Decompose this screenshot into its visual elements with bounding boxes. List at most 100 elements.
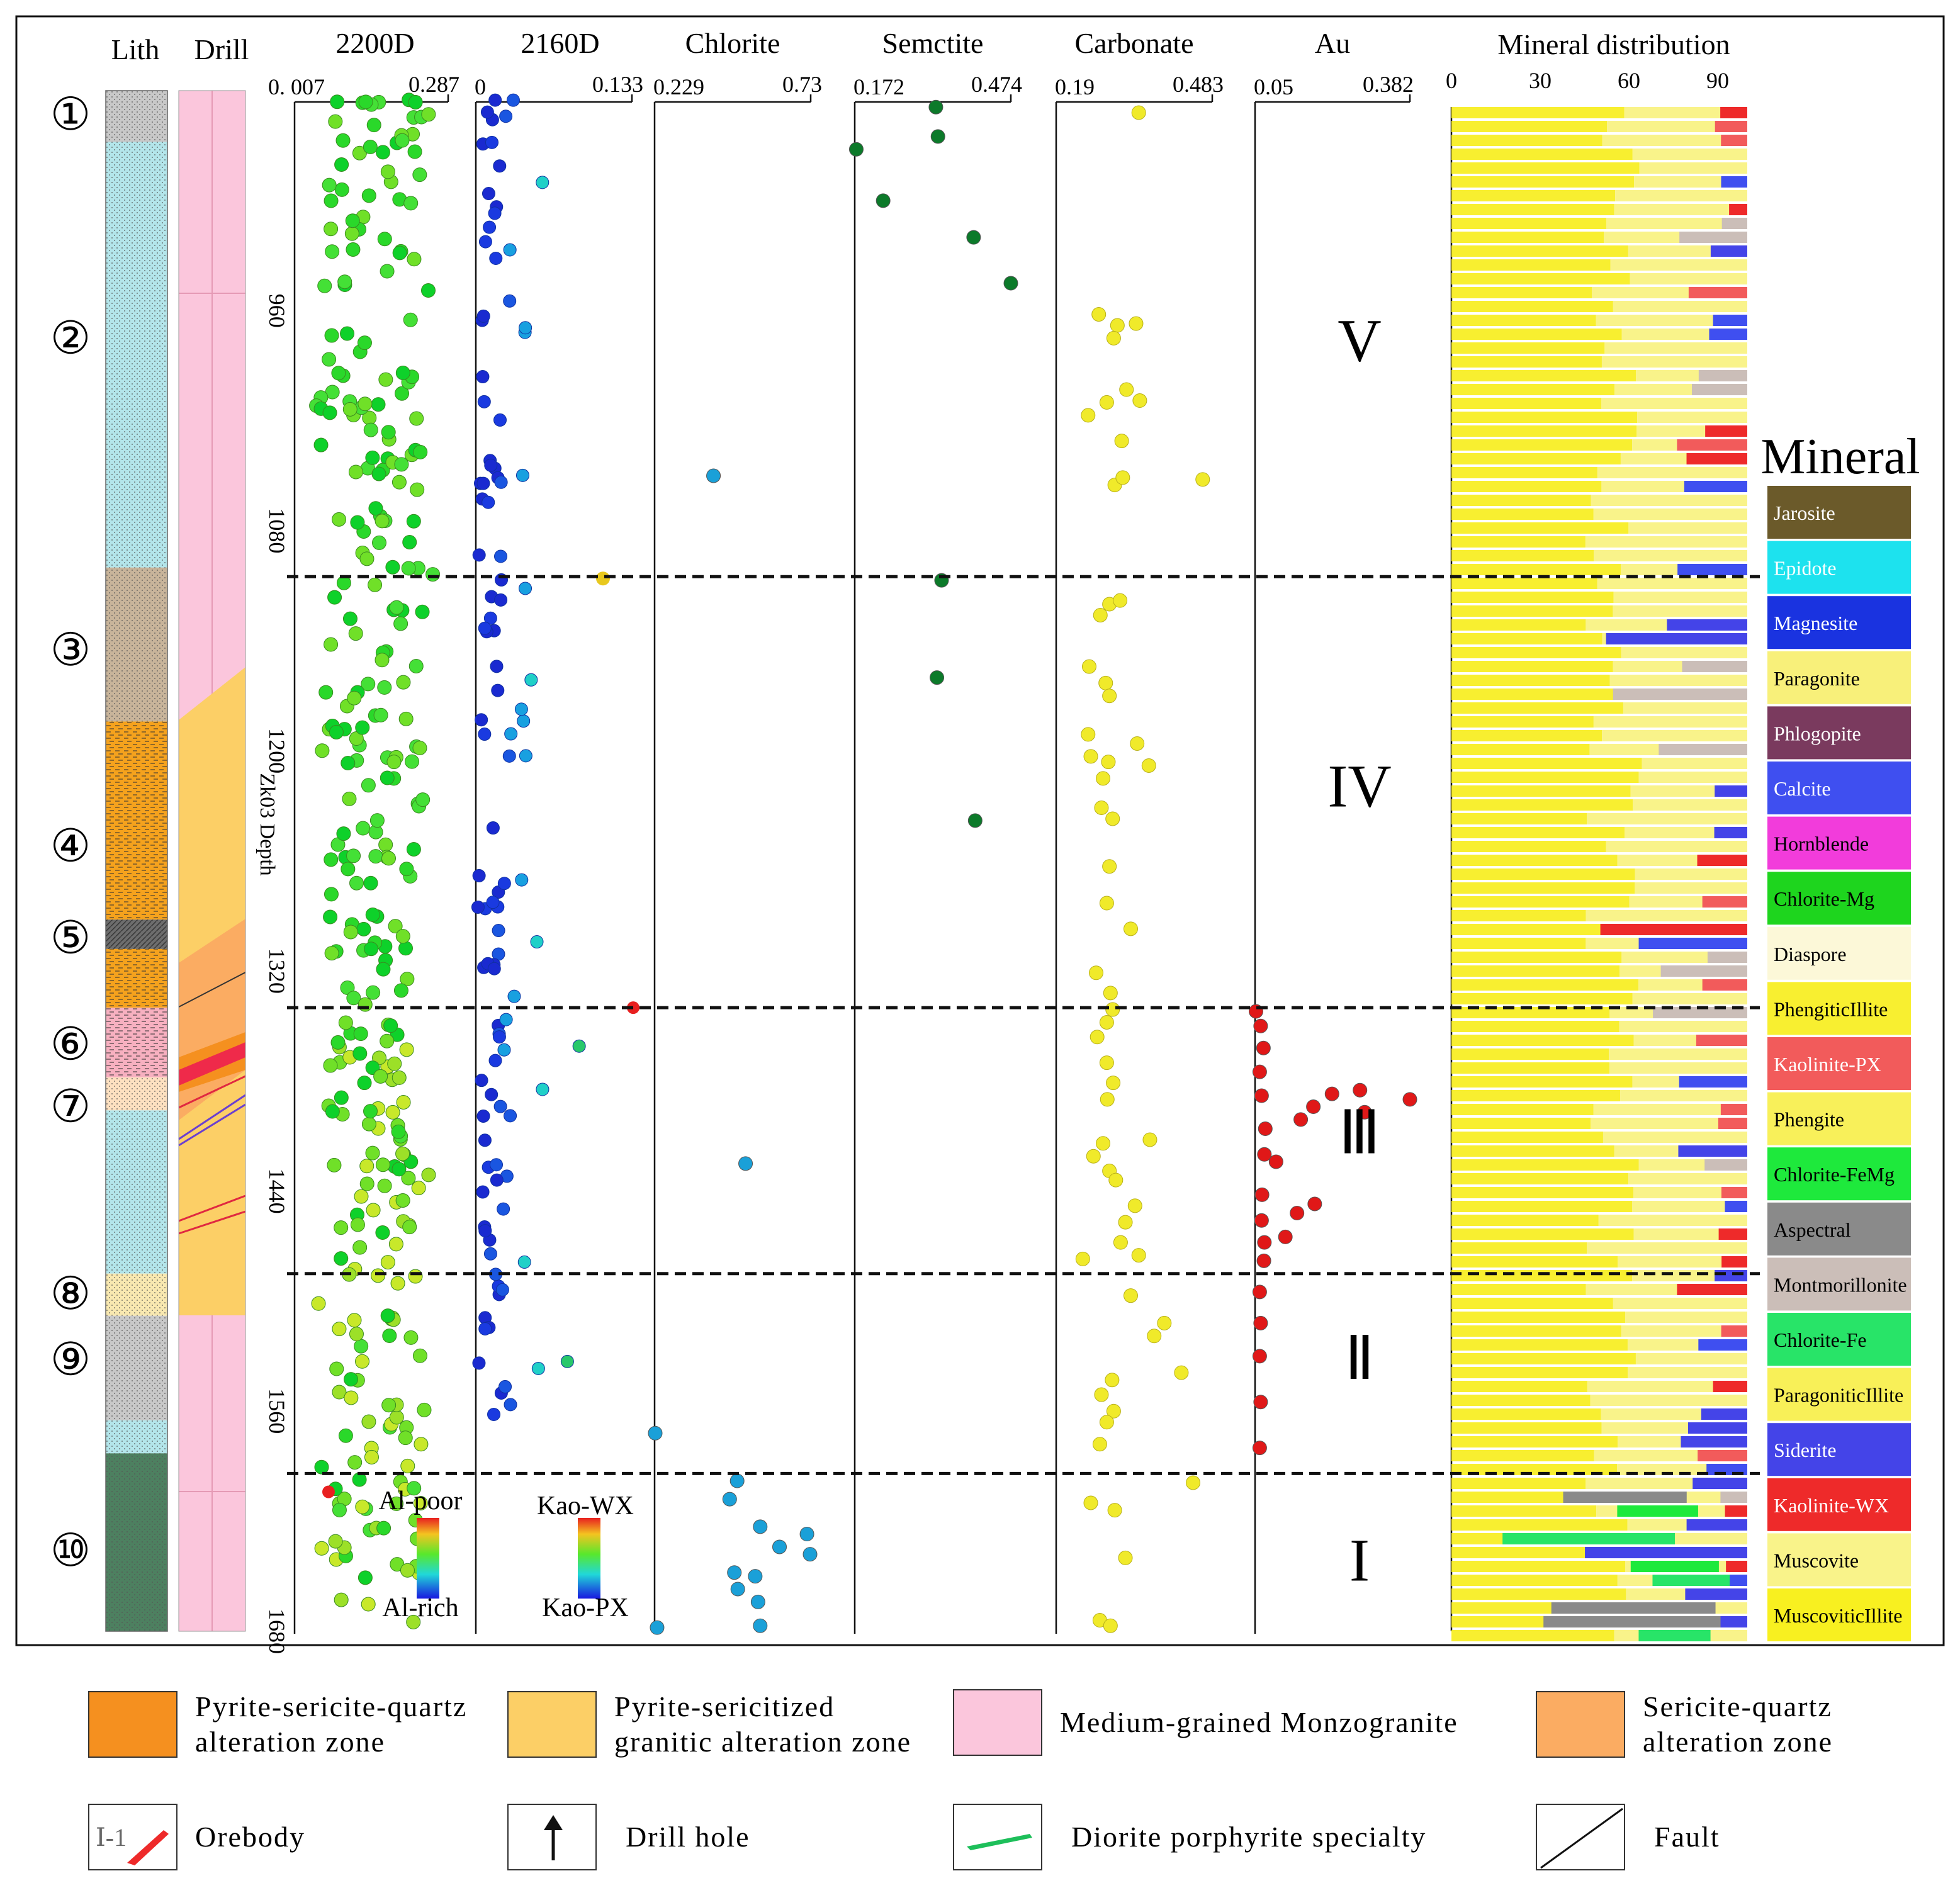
mineral-bar-segment: [1451, 979, 1638, 991]
au-point: [1253, 1395, 1268, 1410]
2160D-point: [488, 93, 502, 107]
track-max-label: 0.382: [1363, 72, 1414, 97]
mineral-bar-segment: [1451, 592, 1614, 603]
2200D-point: [350, 515, 365, 530]
au-point: [1402, 1092, 1417, 1107]
figure-legend: Pyrite-sericite-quartz alteration zone P…: [0, 1661, 1960, 1883]
lith-pattern: [106, 1110, 167, 1274]
mineral-bar-segment: [1697, 855, 1747, 866]
carbonate-point: [1118, 1550, 1133, 1565]
mineral-bar-segment: [1652, 1575, 1730, 1586]
chlorite-point: [753, 1519, 768, 1534]
2200D-point: [329, 724, 344, 739]
mineral-bar-segment: [1451, 1007, 1610, 1018]
mineral-legend-label: Chlorite-FeMg: [1774, 1163, 1895, 1186]
mineral-legend-swatch: [1767, 486, 1911, 539]
2200D-point: [342, 402, 358, 417]
unit-label: ⑩: [50, 1526, 91, 1576]
2160D-point: [482, 187, 495, 201]
mineral-bar-segment: [1451, 218, 1606, 229]
mineral-bar-segment: [1451, 509, 1594, 520]
mineral-legend-label: Aspectral: [1774, 1218, 1851, 1241]
chlorite-point: [722, 1492, 737, 1507]
2160D-point: [503, 243, 517, 257]
mineral-legend-swatch: [1767, 926, 1911, 980]
2200D-point: [376, 1520, 391, 1536]
mineral-bar-segment: [1679, 232, 1747, 243]
mineral-bar-segment: [1451, 1035, 1634, 1046]
carbonate-point: [1108, 1172, 1124, 1188]
track-min-label: 0: [475, 74, 486, 99]
mineral-axis-tick: 30: [1529, 68, 1552, 93]
fault-icon: [1536, 1804, 1625, 1870]
au-point: [1252, 1064, 1267, 1079]
mineral-bar-segment: [1451, 287, 1592, 298]
legend-item-pyrite-sericitized: Pyrite-sericitized granitic alteration z…: [507, 1689, 911, 1760]
semctite-point: [928, 99, 943, 115]
mineral-bar-segment: [1619, 1021, 1747, 1032]
mineral-bar-segment: [1725, 1201, 1747, 1212]
mineral-bar-segment: [1451, 301, 1613, 312]
2200D-point: [314, 1541, 329, 1556]
unit-label: ⑦: [50, 1082, 91, 1132]
2200D-point: [344, 226, 359, 241]
carbonate-point: [1174, 1365, 1189, 1380]
carbonate-point: [1081, 727, 1096, 742]
2200D-point: [399, 1042, 414, 1057]
mineral-bar-segment: [1721, 176, 1747, 188]
zone-label: IV: [1327, 753, 1391, 820]
mineral-bar-segment: [1721, 135, 1747, 146]
2200D-point: [328, 114, 343, 129]
2200D-point: [338, 1428, 353, 1443]
track-header: 2160D: [521, 27, 599, 59]
mineral-bar-segment: [1451, 1547, 1602, 1558]
2200D-point: [390, 1276, 405, 1291]
2200D-point: [395, 386, 410, 401]
au-point: [1254, 1213, 1269, 1228]
mineral-bar-segment: [1720, 1492, 1747, 1503]
2200D-point: [395, 133, 410, 148]
au-point: [1257, 1147, 1272, 1162]
lith-pattern: [106, 567, 167, 722]
mineral-bar-segment: [1451, 1325, 1621, 1337]
2200D-point: [412, 1348, 427, 1363]
carbonate-point: [1099, 1015, 1114, 1030]
2200D-point: [364, 942, 379, 957]
mineral-bar-segment: [1601, 398, 1747, 409]
mineral-bar-segment: [1587, 1242, 1747, 1254]
2160D-colorbar: Kao-WX Kao-PX: [537, 1492, 634, 1622]
2200D-point: [361, 188, 376, 203]
mineral-bar-segment: [1630, 1561, 1719, 1572]
2160D-point: [478, 1322, 492, 1335]
mineral-bar-segment: [1593, 509, 1747, 520]
mineral-bar-segment: [1714, 827, 1747, 838]
mineral-bar-segment: [1451, 633, 1602, 644]
2200D-point: [373, 1069, 388, 1084]
mineral-bar-segment: [1720, 107, 1747, 118]
carbonate-point: [1195, 472, 1210, 487]
mineral-bar-segment: [1451, 1062, 1610, 1074]
mineral-bar-segment: [1451, 481, 1602, 492]
2200D-point: [381, 851, 397, 866]
2200D-point: [359, 1159, 375, 1174]
2200D-point: [335, 133, 351, 148]
carbonate-point: [1142, 1132, 1157, 1147]
2200D-point: [324, 852, 339, 867]
2200D-point: [324, 222, 339, 237]
2200D-point: [357, 1076, 372, 1091]
mineral-bar-segment: [1702, 979, 1747, 991]
mineral-bar-segment: [1451, 868, 1635, 880]
mineral-bar-segment: [1451, 190, 1616, 201]
2200D-point: [402, 534, 417, 549]
mineral-legend-label: Phengite: [1774, 1108, 1844, 1131]
2200D-point: [366, 1203, 381, 1218]
2200D-point: [327, 1157, 342, 1172]
legend-swatch: [507, 1691, 597, 1758]
mineral-bar-segment: [1679, 1076, 1747, 1088]
2200D-point: [354, 1339, 369, 1354]
mineral-bar-segment: [1451, 578, 1597, 589]
al-rich-label: Al-rich: [382, 1594, 458, 1622]
carbonate-point: [1141, 758, 1156, 773]
2160D-point: [483, 611, 497, 625]
2160D-point: [498, 1380, 512, 1393]
